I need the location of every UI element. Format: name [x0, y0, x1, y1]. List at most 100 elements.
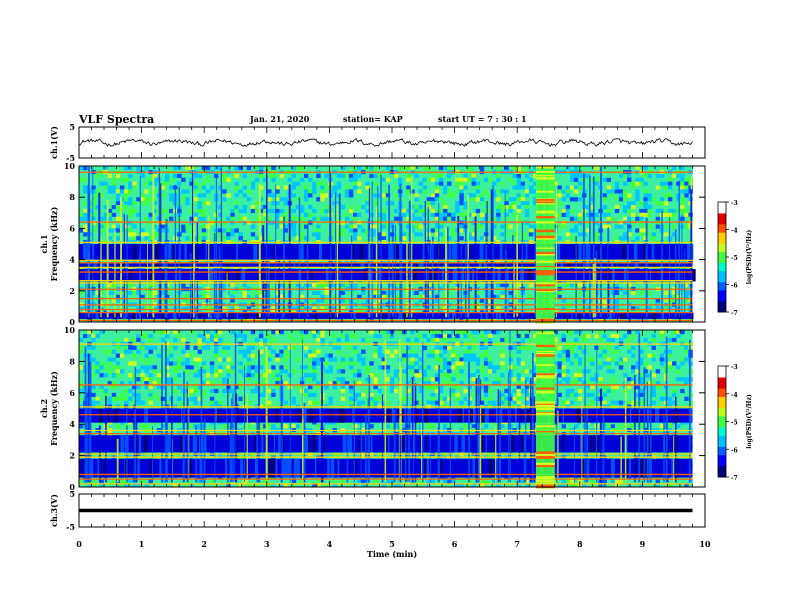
speckle-cell: [242, 185, 247, 190]
speckle-cell: [230, 388, 235, 394]
dark-band-texture: [229, 312, 233, 319]
speckle-cell: [447, 396, 452, 401]
speckle-cell: [107, 216, 113, 221]
speckle-cell: [136, 197, 141, 202]
speckle-cell: [275, 259, 280, 264]
speckle-cell: [500, 189, 505, 194]
dark-band-texture: [254, 244, 258, 260]
speckle-cell: [328, 353, 333, 358]
speckle-cell: [438, 369, 444, 374]
speckle-cell: [193, 197, 198, 202]
speckle-cell: [442, 381, 448, 386]
speckle-cell: [279, 294, 284, 299]
speckle-cell: [312, 185, 317, 190]
speckle-cell: [95, 333, 100, 339]
dark-band-texture: [189, 263, 194, 268]
speckle-cell: [87, 345, 92, 350]
speckle-cell: [434, 388, 440, 394]
dark-band-texture: [499, 244, 503, 260]
speckle-cell: [218, 381, 223, 386]
speckle-cell: [148, 396, 153, 401]
speckle-cell: [377, 212, 382, 217]
speckle-cell: [471, 197, 477, 202]
speckle-cell: [442, 479, 448, 484]
speckle-cell: [659, 201, 665, 206]
speckle-cell: [483, 349, 489, 354]
speckle-cell: [173, 345, 178, 350]
speckle-cell: [316, 424, 321, 429]
speckle-cell: [389, 353, 395, 358]
speckle-cell: [164, 173, 170, 178]
speckle-cell: [303, 306, 309, 311]
speckle-cell: [373, 166, 378, 171]
speckle-cell: [569, 479, 575, 484]
speckle-cell: [524, 201, 530, 206]
speckle-cell: [156, 377, 162, 382]
speckle-cell: [308, 392, 313, 398]
dark-band-texture: [422, 244, 425, 260]
speckle-cell: [222, 177, 227, 182]
speckle-cell: [226, 216, 231, 221]
speckle-cell: [132, 337, 137, 343]
speckle-cell: [287, 177, 292, 182]
speckle-cell: [557, 361, 562, 366]
speckle-cell: [471, 177, 477, 182]
speckle-cell: [144, 369, 149, 374]
speckle-cell: [181, 283, 186, 288]
speckle-cell: [230, 228, 235, 233]
speckle-cell: [99, 181, 104, 186]
speckle-cell: [340, 228, 346, 233]
speckle-cell: [115, 353, 121, 358]
speckle-cell: [586, 369, 591, 374]
speckle-cell: [487, 369, 493, 374]
waveform-trace: [78, 138, 693, 147]
speckle-cell: [226, 290, 231, 295]
speckle-cell: [451, 228, 456, 233]
speckle-cell: [434, 333, 440, 339]
speckle-cell: [602, 177, 607, 182]
speckle-cell: [414, 208, 419, 214]
speckle-cell: [136, 212, 141, 217]
dark-band-texture: [215, 312, 219, 319]
speckle-cell: [83, 333, 88, 339]
speckle-cell: [279, 369, 284, 374]
dark-band-texture: [150, 263, 152, 268]
speckle-cell: [136, 369, 141, 374]
speckle-cell: [647, 290, 652, 295]
speckle-cell: [291, 228, 297, 233]
speckle-cell: [577, 216, 583, 221]
speckle-cell: [672, 166, 677, 171]
speckle-cell: [483, 377, 489, 382]
dark-band-texture: [172, 244, 176, 260]
speckle-cell: [226, 357, 231, 362]
speckle-cell: [156, 373, 162, 378]
speckle-cell: [148, 349, 153, 354]
speckle-cell: [197, 384, 202, 390]
speckle-cell: [258, 392, 264, 398]
speckle-cell: [532, 181, 538, 186]
speckle-cell: [238, 330, 243, 335]
speckle-cell: [254, 365, 260, 370]
speckle-cell: [299, 330, 305, 335]
speckle-cell: [365, 337, 370, 343]
speckle-cell: [406, 345, 411, 350]
speckle-cell: [430, 201, 436, 206]
speckle-cell: [132, 373, 137, 378]
speckle-cell: [164, 177, 170, 182]
speckle-cell: [667, 216, 673, 221]
speckle-cell: [107, 185, 113, 190]
speckle-cell: [87, 330, 92, 335]
speckle-cell: [524, 333, 530, 339]
speckle-cell: [520, 377, 526, 382]
speckle-cell: [181, 306, 186, 311]
speckle-cell: [353, 369, 358, 374]
speckle-cell: [639, 212, 644, 217]
dark-band-texture: [172, 312, 177, 319]
speckle-cell: [524, 377, 530, 382]
speckle-cell: [483, 384, 489, 390]
speckle-cell: [377, 290, 382, 295]
speckle-cell: [483, 337, 489, 343]
speckle-cell: [393, 388, 399, 394]
speckle-cell: [385, 197, 391, 202]
speckle-cell: [177, 373, 182, 378]
